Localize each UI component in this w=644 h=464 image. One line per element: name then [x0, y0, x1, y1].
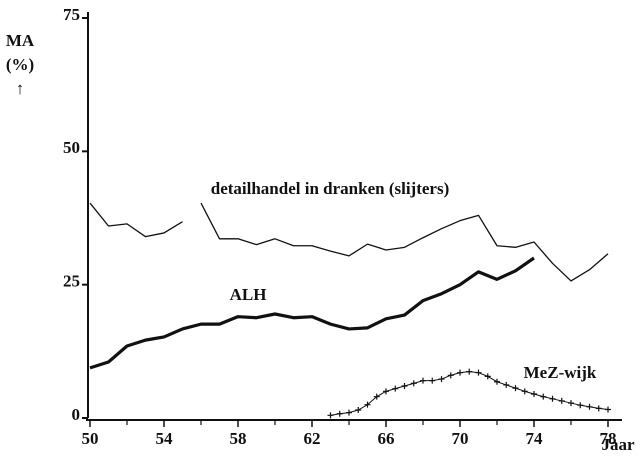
x-axis-label: Jaar	[601, 435, 635, 454]
y-axis-label: MA	[6, 31, 35, 50]
plus-marker	[410, 380, 417, 387]
y-tick-label: 0	[72, 405, 81, 424]
x-tick-label: 78	[600, 429, 617, 448]
plus-marker	[392, 385, 399, 392]
series-label: ALH	[230, 285, 267, 304]
series-label: MeZ-wijk	[524, 363, 597, 382]
y-axis-label: (%)	[6, 55, 34, 74]
plus-marker	[364, 401, 371, 408]
plus-marker	[373, 393, 380, 400]
plus-marker	[558, 397, 565, 404]
y-tick-label: 50	[63, 138, 80, 157]
plus-marker	[540, 393, 547, 400]
plus-marker	[429, 377, 436, 384]
plus-marker	[595, 405, 602, 412]
plus-marker	[549, 395, 556, 402]
plus-marker	[401, 383, 408, 389]
plus-marker	[586, 403, 593, 410]
x-tick-label: 66	[378, 429, 395, 448]
plus-marker	[475, 369, 482, 376]
plus-marker	[577, 402, 584, 409]
plus-marker	[447, 372, 454, 379]
plus-marker	[420, 377, 426, 384]
plus-marker	[521, 388, 528, 395]
x-tick-label: 70	[452, 429, 469, 448]
plus-marker	[438, 376, 445, 383]
plus-marker	[383, 388, 389, 395]
plus-marker	[355, 407, 362, 413]
x-tick-label: 50	[82, 429, 99, 448]
y-axis-label: ↑	[16, 79, 25, 98]
plus-marker	[336, 410, 343, 417]
plus-marker	[466, 368, 473, 375]
plus-marker	[605, 406, 611, 413]
plus-marker	[494, 378, 500, 385]
series-line	[89, 256, 535, 370]
plus-marker	[457, 369, 463, 376]
plus-marker	[568, 400, 574, 407]
y-tick-label: 75	[63, 5, 80, 24]
x-tick-label: 62	[304, 429, 321, 448]
plus-marker	[503, 381, 510, 388]
series-line	[89, 202, 609, 282]
series-label: detailhandel in dranken (slijters)	[211, 179, 450, 198]
y-tick-label: 25	[63, 272, 80, 291]
plus-marker	[484, 373, 491, 380]
x-tick-label: 58	[230, 429, 247, 448]
plus-marker	[327, 412, 334, 419]
plus-marker	[512, 385, 519, 392]
x-tick-label: 74	[526, 429, 544, 448]
x-tick-label: 54	[156, 429, 174, 448]
plus-marker	[531, 391, 537, 397]
plus-marker	[346, 409, 352, 416]
